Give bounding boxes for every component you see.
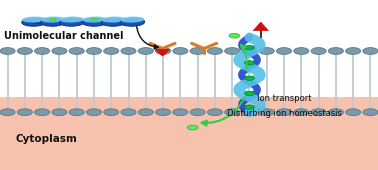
Circle shape [245, 105, 254, 109]
Circle shape [242, 109, 257, 116]
Circle shape [34, 109, 50, 116]
Circle shape [187, 125, 198, 130]
Ellipse shape [22, 16, 46, 23]
Circle shape [363, 48, 378, 54]
Text: Cytoplasm: Cytoplasm [15, 134, 77, 144]
Ellipse shape [101, 18, 125, 26]
Circle shape [345, 109, 361, 116]
Circle shape [69, 109, 84, 116]
Circle shape [245, 61, 254, 65]
Circle shape [87, 109, 102, 116]
Polygon shape [253, 22, 268, 31]
Polygon shape [155, 49, 170, 56]
Ellipse shape [82, 18, 107, 26]
Circle shape [17, 109, 33, 116]
Ellipse shape [22, 18, 46, 26]
Circle shape [328, 48, 344, 54]
Circle shape [363, 109, 378, 116]
Circle shape [276, 109, 291, 116]
Circle shape [155, 109, 170, 116]
Text: Unimolecular channel: Unimolecular channel [4, 31, 123, 41]
Circle shape [294, 48, 309, 54]
Circle shape [104, 109, 119, 116]
Circle shape [311, 48, 326, 54]
Circle shape [87, 48, 102, 54]
Ellipse shape [60, 18, 84, 26]
Circle shape [276, 48, 291, 54]
Circle shape [245, 76, 254, 80]
Text: Ion transport: Ion transport [257, 94, 311, 103]
FancyBboxPatch shape [0, 97, 378, 170]
Circle shape [34, 48, 50, 54]
Ellipse shape [41, 16, 65, 23]
Circle shape [17, 48, 33, 54]
Circle shape [52, 109, 67, 116]
Circle shape [294, 109, 309, 116]
Circle shape [121, 48, 136, 54]
Ellipse shape [120, 18, 144, 26]
Circle shape [328, 109, 344, 116]
Circle shape [208, 48, 223, 54]
Circle shape [0, 48, 15, 54]
Circle shape [138, 109, 153, 116]
Circle shape [91, 18, 98, 21]
Text: Disturbing ion homeostasis: Disturbing ion homeostasis [227, 109, 342, 118]
Circle shape [50, 18, 56, 21]
Circle shape [311, 109, 326, 116]
Circle shape [208, 109, 223, 116]
Ellipse shape [101, 16, 125, 23]
Circle shape [229, 33, 240, 38]
Circle shape [245, 91, 254, 96]
Circle shape [121, 109, 136, 116]
Ellipse shape [60, 16, 84, 23]
Circle shape [52, 48, 67, 54]
Ellipse shape [82, 16, 107, 23]
Circle shape [0, 109, 15, 116]
Circle shape [155, 48, 170, 54]
Circle shape [259, 109, 274, 116]
Circle shape [173, 109, 188, 116]
Circle shape [104, 48, 119, 54]
Circle shape [345, 48, 361, 54]
Ellipse shape [120, 16, 144, 23]
Circle shape [173, 48, 188, 54]
Circle shape [245, 45, 254, 50]
Circle shape [225, 109, 240, 116]
Circle shape [69, 48, 84, 54]
Circle shape [259, 48, 274, 54]
Ellipse shape [41, 18, 65, 26]
Circle shape [225, 48, 240, 54]
Circle shape [242, 48, 257, 54]
Circle shape [138, 48, 153, 54]
Circle shape [190, 48, 205, 54]
FancyBboxPatch shape [0, 0, 378, 97]
Circle shape [190, 109, 205, 116]
